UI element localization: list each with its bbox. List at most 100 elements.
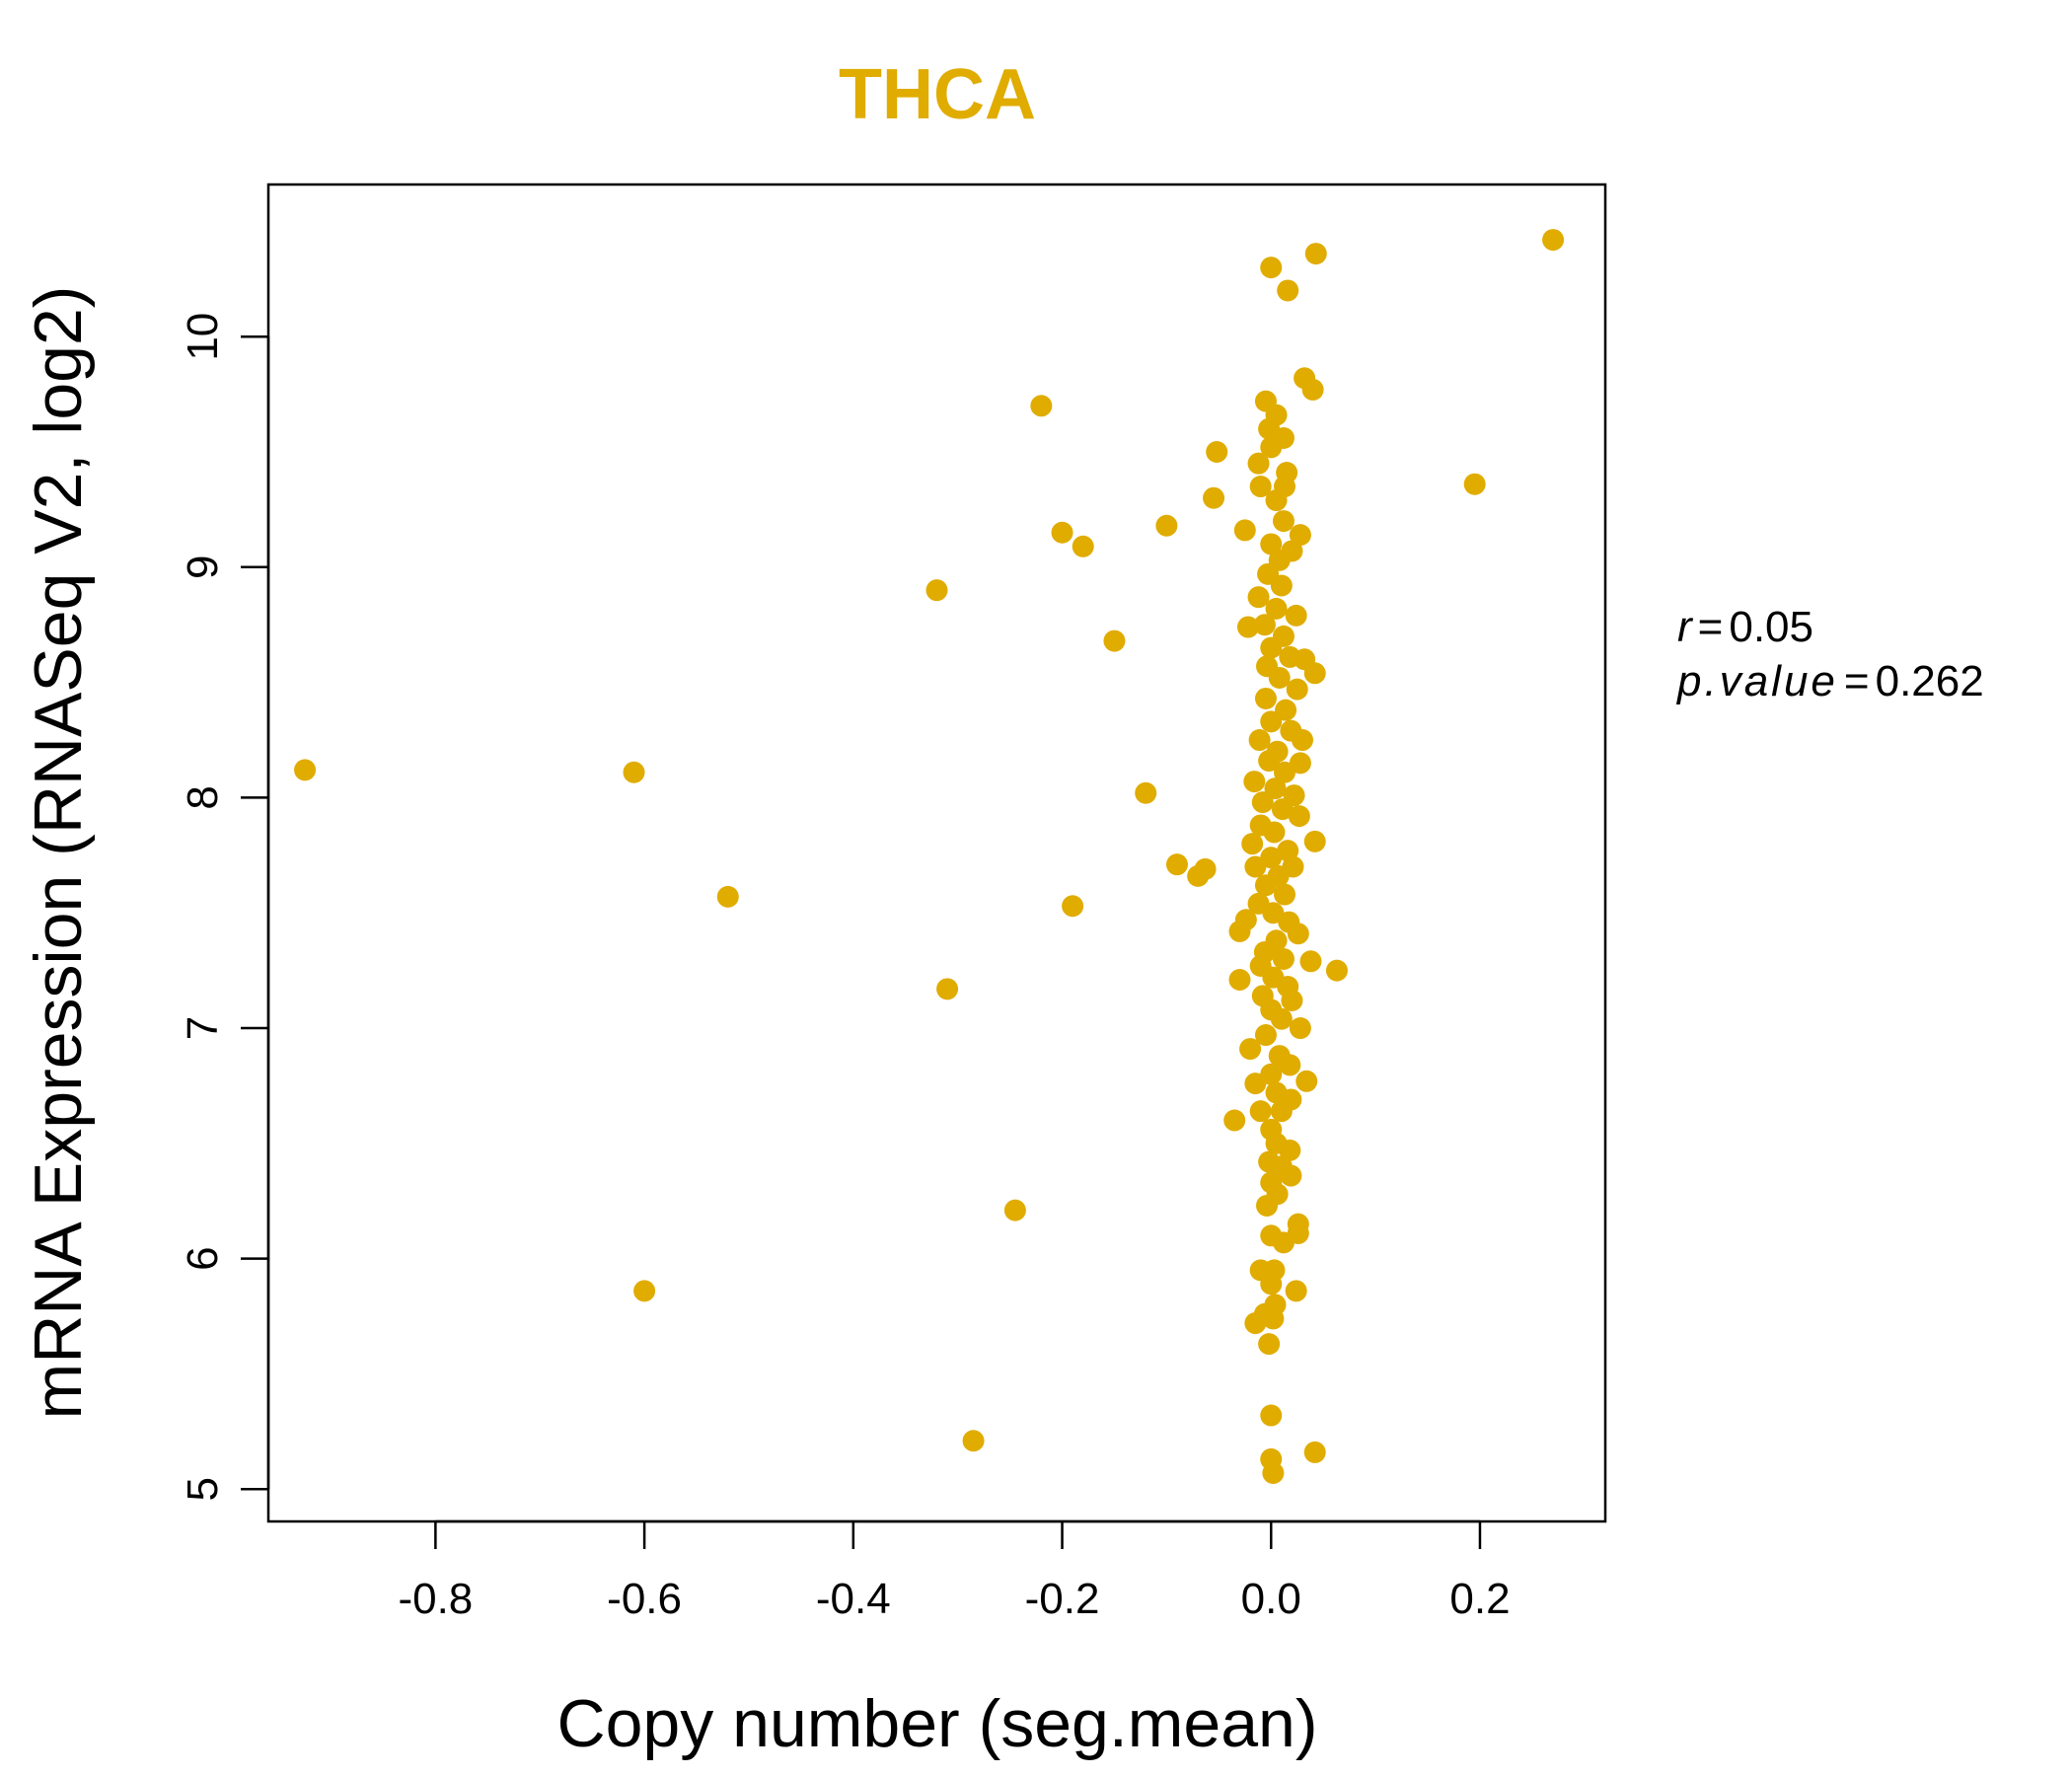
data-point (936, 978, 959, 1000)
data-point (1260, 1273, 1283, 1295)
data-point (1301, 378, 1324, 401)
y-tick-label: 5 (179, 1477, 227, 1501)
data-point (1244, 855, 1267, 878)
x-tick-label: -0.2 (1025, 1575, 1100, 1623)
x-tick-label: 0.2 (1449, 1575, 1510, 1623)
data-point (1236, 616, 1259, 638)
data-point (1260, 1063, 1283, 1085)
data-point (1270, 1100, 1293, 1123)
data-point (1251, 791, 1274, 814)
data-point (1303, 662, 1326, 685)
data-point (1265, 597, 1288, 620)
data-point (1262, 902, 1285, 925)
data-point (925, 579, 948, 602)
data-point (1051, 521, 1073, 544)
data-point (1260, 1404, 1283, 1427)
data-point (1248, 729, 1271, 752)
data-points (294, 229, 1565, 1484)
x-tick-label: -0.6 (607, 1575, 682, 1623)
data-point (1279, 1139, 1301, 1161)
data-point (1247, 586, 1270, 609)
data-point (1274, 761, 1296, 783)
r-stat: r = 0.05 (1677, 603, 1813, 651)
data-point (1281, 990, 1303, 1012)
x-axis: -0.8 -0.6 -0.4 -0.2 0.0 0.2 (398, 1519, 1511, 1623)
data-point (1260, 636, 1283, 659)
data-point (1062, 895, 1084, 918)
data-point (1260, 710, 1283, 733)
data-point (1272, 947, 1295, 970)
data-point (1264, 777, 1287, 800)
data-point (1303, 830, 1326, 852)
data-point (1285, 1280, 1307, 1302)
data-point (1228, 968, 1251, 991)
data-point (1194, 857, 1217, 880)
r-stat-value: 0.05 (1729, 603, 1813, 651)
data-point (1254, 687, 1277, 709)
data-point (1253, 614, 1276, 636)
data-point (1260, 847, 1283, 869)
y-tick-label: 9 (179, 555, 227, 579)
data-point (1247, 452, 1270, 475)
y-tick-label: 7 (179, 1016, 227, 1040)
data-point (1285, 604, 1307, 627)
data-point (1288, 805, 1310, 828)
x-tick-label: -0.8 (398, 1575, 473, 1623)
data-point (1289, 752, 1311, 775)
data-point (1274, 883, 1296, 906)
data-point (1244, 1312, 1267, 1335)
correlation-stats: r = 0.05 p.value = 0.262 (1675, 603, 1984, 705)
data-point (1262, 1461, 1285, 1484)
data-point (1270, 1007, 1293, 1030)
data-point (1287, 923, 1309, 945)
data-point (1241, 833, 1264, 855)
data-point (1254, 874, 1277, 897)
data-point (294, 759, 317, 781)
data-point (1268, 666, 1291, 689)
data-point (962, 1430, 985, 1452)
data-point (1295, 1070, 1318, 1092)
data-point (1203, 486, 1225, 509)
data-point (1260, 533, 1283, 555)
data-point (1258, 750, 1281, 773)
data-point (1103, 629, 1126, 652)
data-point (1254, 1024, 1277, 1047)
data-point (1275, 699, 1297, 721)
data-point (1249, 476, 1272, 498)
data-point (1135, 781, 1157, 804)
data-point (1233, 519, 1256, 542)
x-axis-label: Copy number (seg.mean) (556, 1686, 1317, 1761)
data-point (623, 761, 645, 783)
data-point (1277, 279, 1299, 302)
p-stat-key: p.value (1675, 657, 1838, 705)
data-point (1256, 1194, 1279, 1217)
data-point (1260, 257, 1283, 279)
data-point (1262, 1307, 1285, 1330)
data-point (1286, 678, 1308, 701)
p-stat-value: 0.262 (1876, 657, 1984, 705)
data-point (1279, 1054, 1301, 1076)
data-point (1228, 920, 1251, 942)
data-point (1299, 950, 1322, 973)
data-point (1280, 1164, 1302, 1187)
p-value-stat: p.value = 0.262 (1675, 657, 1984, 705)
x-tick-label: -0.4 (816, 1575, 891, 1623)
data-point (1303, 1441, 1326, 1463)
data-point (1272, 510, 1295, 533)
chart-title: THCA (839, 55, 1036, 134)
data-point (1003, 1199, 1026, 1221)
data-point (1260, 436, 1283, 459)
data-point (1239, 1038, 1262, 1061)
data-point (1292, 729, 1314, 752)
data-point (1030, 395, 1053, 417)
y-tick-label: 8 (179, 785, 227, 809)
data-point (1263, 821, 1286, 844)
data-point (1289, 1017, 1311, 1040)
data-point (716, 885, 739, 908)
data-point (1072, 535, 1094, 557)
data-point (633, 1280, 656, 1302)
data-point (1249, 1100, 1272, 1123)
data-point (1265, 489, 1288, 512)
data-point (1542, 229, 1565, 252)
